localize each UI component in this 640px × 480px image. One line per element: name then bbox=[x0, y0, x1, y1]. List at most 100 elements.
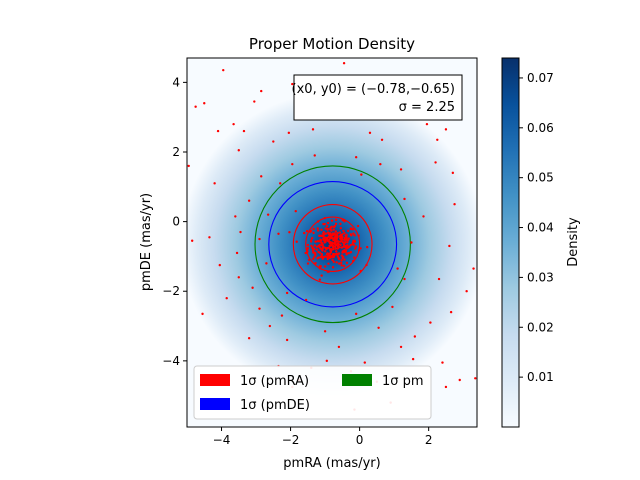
sigma-ellipse-2 bbox=[254, 165, 411, 324]
scatter-point bbox=[339, 233, 343, 237]
scatter-point bbox=[403, 277, 406, 281]
scatter-point bbox=[225, 296, 228, 300]
scatter-point bbox=[326, 270, 330, 273]
scatter-point bbox=[346, 239, 350, 242]
colorbar-tick-label: 0.03 bbox=[527, 270, 554, 284]
scatter-point bbox=[333, 232, 336, 235]
scatter-point bbox=[334, 222, 338, 226]
scatter-point bbox=[306, 262, 310, 265]
scatter-point bbox=[319, 247, 322, 250]
scatter-point bbox=[320, 274, 323, 277]
scatter-point bbox=[201, 312, 204, 316]
scatter-point bbox=[317, 256, 321, 259]
scatter-point bbox=[304, 298, 308, 302]
x-axis-label: pmRA (mas/yr) bbox=[283, 456, 380, 471]
scatter-point bbox=[321, 247, 324, 251]
scatter-point bbox=[351, 259, 355, 263]
sigma-ellipse-0-outer bbox=[292, 204, 373, 285]
scatter-point bbox=[287, 131, 291, 135]
scatter-point bbox=[258, 307, 261, 310]
scatter-point bbox=[216, 129, 220, 133]
annotation-sigma: σ = 2.25 bbox=[399, 100, 455, 115]
y-tick-label: 0 bbox=[172, 215, 180, 229]
scatter-point bbox=[325, 359, 329, 363]
scatter-point bbox=[329, 255, 332, 258]
scatter-point bbox=[336, 247, 340, 250]
scatter-point bbox=[272, 140, 275, 143]
scatter-point bbox=[343, 231, 346, 235]
scatter-point bbox=[326, 257, 330, 261]
scatter-point bbox=[323, 330, 327, 333]
scatter-point bbox=[341, 241, 345, 244]
scatter-point bbox=[335, 253, 338, 256]
scatter-point bbox=[312, 227, 315, 231]
scatter-point bbox=[328, 252, 332, 255]
legend-label: 1σ (pmRA) bbox=[240, 374, 309, 389]
scatter-point bbox=[347, 237, 351, 240]
scatter-point bbox=[343, 258, 346, 261]
scatter-point bbox=[365, 263, 368, 267]
scatter-point bbox=[316, 239, 320, 243]
scatter-point bbox=[332, 237, 335, 241]
scatter-point bbox=[334, 235, 337, 239]
scatter-point bbox=[291, 82, 294, 86]
scatter-point bbox=[251, 286, 254, 289]
scatter-point bbox=[354, 156, 358, 159]
scatter-point bbox=[232, 122, 235, 126]
scatter-point bbox=[313, 255, 316, 258]
scatter-point bbox=[330, 219, 334, 222]
scatter-point bbox=[349, 251, 353, 254]
scatter-point bbox=[472, 267, 475, 270]
scatter-point bbox=[322, 256, 325, 259]
scatter-point bbox=[458, 378, 461, 382]
legend-label: 1σ pm bbox=[382, 374, 424, 389]
scatter-point bbox=[295, 240, 298, 243]
scatter-point bbox=[342, 243, 346, 246]
scatter-point bbox=[363, 361, 366, 364]
scatter-point bbox=[352, 232, 355, 235]
scatter-point bbox=[337, 252, 341, 255]
scatter-point bbox=[288, 230, 291, 234]
scatter-point bbox=[448, 244, 451, 248]
scatter-point bbox=[377, 326, 380, 329]
legend-swatch bbox=[342, 374, 372, 386]
scatter-point bbox=[333, 242, 336, 245]
scatter-point bbox=[304, 251, 307, 255]
scatter-point bbox=[329, 226, 333, 229]
scatter-point bbox=[306, 243, 310, 247]
scatter-point bbox=[403, 197, 406, 201]
scatter-point bbox=[346, 229, 350, 233]
colorbar-gradient bbox=[501, 57, 520, 428]
scatter-point bbox=[242, 129, 246, 133]
scatter-point bbox=[222, 68, 225, 72]
scatter-point bbox=[343, 238, 346, 242]
scatter-point bbox=[396, 267, 399, 270]
scatter-points bbox=[187, 62, 477, 411]
scatter-point bbox=[305, 229, 309, 233]
scatter-point bbox=[335, 250, 338, 253]
scatter-point bbox=[436, 138, 439, 142]
scatter-point bbox=[335, 237, 339, 241]
scatter-point bbox=[429, 321, 432, 324]
scatter-point bbox=[342, 255, 345, 259]
colorbar-tick-label: 0.07 bbox=[527, 71, 554, 85]
scatter-point bbox=[465, 290, 468, 293]
y-tick-label: −2 bbox=[162, 284, 180, 298]
scatter-point bbox=[237, 149, 240, 152]
scatter-point bbox=[333, 240, 337, 243]
x-tick-label: −2 bbox=[282, 433, 300, 447]
scatter-point bbox=[194, 105, 197, 108]
scatter-point bbox=[340, 246, 343, 249]
scatter-point bbox=[357, 234, 360, 237]
scatter-point bbox=[345, 252, 349, 255]
scatter-point bbox=[352, 256, 356, 259]
scatter-point bbox=[340, 237, 343, 240]
y-axis-label: pmDE (mas/yr) bbox=[139, 193, 154, 291]
scatter-point bbox=[322, 231, 325, 234]
sigma-ellipses bbox=[254, 165, 411, 324]
scatter-point bbox=[336, 232, 339, 235]
scatter-point bbox=[334, 247, 337, 250]
scatter-point bbox=[247, 337, 251, 340]
scatter-point bbox=[326, 227, 330, 231]
scatter-point bbox=[318, 278, 322, 281]
